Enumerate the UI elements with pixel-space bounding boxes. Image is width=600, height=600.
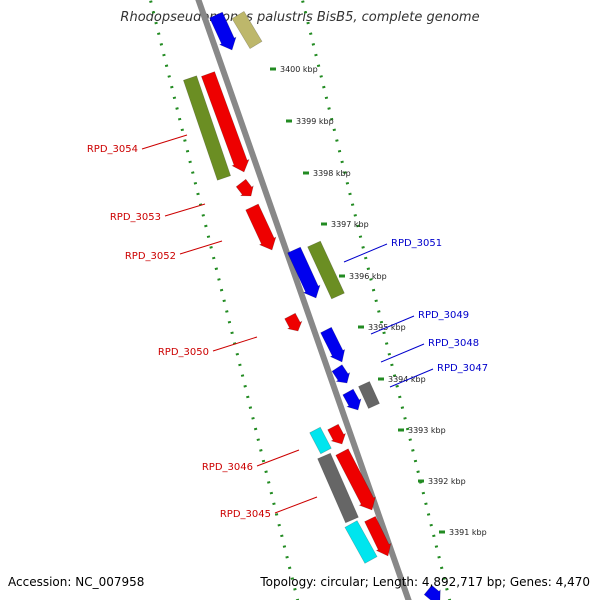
inner-dotted-ring [148,0,300,600]
gene-label[interactable]: RPD_3054 [87,144,138,155]
gene-arrow[interactable] [342,388,362,411]
kbp-tick-label: 3400 kbp [280,65,318,74]
gene-arrow[interactable] [245,203,277,251]
gene-features [183,10,441,600]
kbp-tick-label: 3392 kbp [428,477,466,486]
kbp-tick-label: 3393 kbp [408,426,446,435]
gene-arrow[interactable] [235,178,254,197]
gene-arrow[interactable] [309,426,332,455]
accession-text: Accession: NC_007958 [8,575,145,589]
gene-label[interactable]: RPD_3046 [202,462,253,473]
leader-line [212,336,258,352]
gene-label[interactable]: RPD_3047 [437,363,488,374]
gene-label[interactable]: RPD_3052 [125,251,176,262]
map-title: Rhodopseudomonas palustris BisB5, comple… [120,10,480,25]
gene-arrow[interactable] [344,520,378,564]
leader-line [179,240,223,255]
gene-arrow[interactable] [307,240,345,300]
leader-line [141,134,188,150]
kbp-tick-label: 3399 kbp [296,117,334,126]
kbp-tick-label: 3397 kbp [331,220,369,229]
gene-arrow[interactable] [335,448,376,511]
gene-label[interactable]: RPD_3049 [418,310,469,321]
kbp-tick-label: 3391 kbp [449,528,487,537]
leader-line [256,449,300,467]
gene-arrow[interactable] [209,11,237,51]
gene-label[interactable]: RPD_3048 [428,338,479,349]
genome-backbone [195,0,412,600]
gene-label[interactable]: RPD_3050 [158,347,209,358]
leader-line [389,368,434,388]
gene-arrow[interactable] [284,312,303,332]
leader-line [164,203,206,217]
gene-arrow[interactable] [327,423,347,445]
gene-arrow[interactable] [183,75,231,181]
leader-line [380,343,425,363]
kbp-tick-label: 3398 kbp [313,169,351,178]
gene-arrow[interactable] [317,452,359,524]
leader-line [274,496,318,514]
gene-arrow[interactable] [364,516,392,557]
gene-arrow[interactable] [231,10,263,50]
gene-arrow[interactable] [358,381,380,409]
gene-label[interactable]: RPD_3051 [391,238,442,249]
gene-arrow[interactable] [287,246,321,299]
gene-arrow[interactable] [423,584,441,600]
kbp-tick-label: 3396 kbp [349,272,387,281]
gene-label[interactable]: RPD_3045 [220,509,271,520]
gene-arrow[interactable] [331,364,351,384]
outer-dotted-ring [300,0,452,600]
leader-line [343,243,388,263]
gene-labels: RPD_3054 RPD_3053 RPD_3052 RPD_3050 RPD_3046… [87,134,488,520]
gene-arrow[interactable] [201,71,250,173]
gene-arrow[interactable] [320,326,346,363]
topology-text: Topology: circular; Length: 4,892,717 bp… [260,575,590,589]
gene-label[interactable]: RPD_3053 [110,212,161,223]
leader-line [370,315,415,335]
